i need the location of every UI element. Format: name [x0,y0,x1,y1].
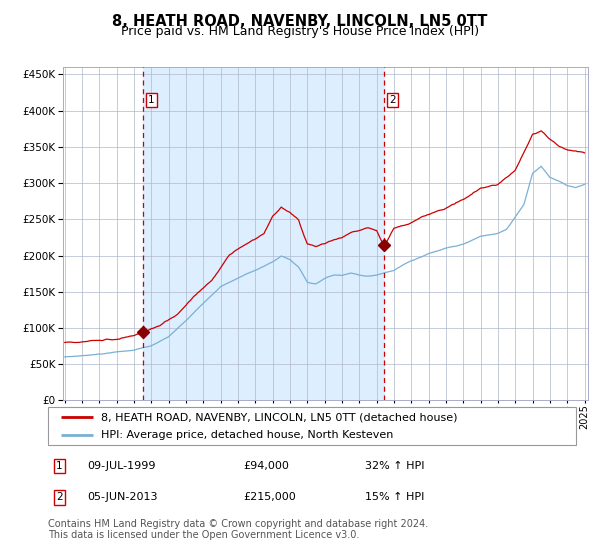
Text: 05-JUN-2013: 05-JUN-2013 [88,492,158,502]
Text: 1: 1 [148,95,155,105]
Text: £215,000: £215,000 [244,492,296,502]
Bar [143,67,384,400]
Text: Contains HM Land Registry data © Crown copyright and database right 2024.
This d: Contains HM Land Registry data © Crown c… [48,519,428,540]
Text: 32% ↑ HPI: 32% ↑ HPI [365,461,424,471]
FancyBboxPatch shape [48,407,576,445]
Text: 2: 2 [56,492,63,502]
Text: 1: 1 [56,461,63,471]
Text: 15% ↑ HPI: 15% ↑ HPI [365,492,424,502]
Text: 09-JUL-1999: 09-JUL-1999 [88,461,156,471]
Text: 8, HEATH ROAD, NAVENBY, LINCOLN, LN5 0TT: 8, HEATH ROAD, NAVENBY, LINCOLN, LN5 0TT [112,14,488,29]
Text: £94,000: £94,000 [244,461,289,471]
Text: 8, HEATH ROAD, NAVENBY, LINCOLN, LN5 0TT (detached house): 8, HEATH ROAD, NAVENBY, LINCOLN, LN5 0TT… [101,412,457,422]
Text: Price paid vs. HM Land Registry's House Price Index (HPI): Price paid vs. HM Land Registry's House … [121,25,479,38]
Text: 2: 2 [389,95,396,105]
Text: HPI: Average price, detached house, North Kesteven: HPI: Average price, detached house, Nort… [101,430,393,440]
